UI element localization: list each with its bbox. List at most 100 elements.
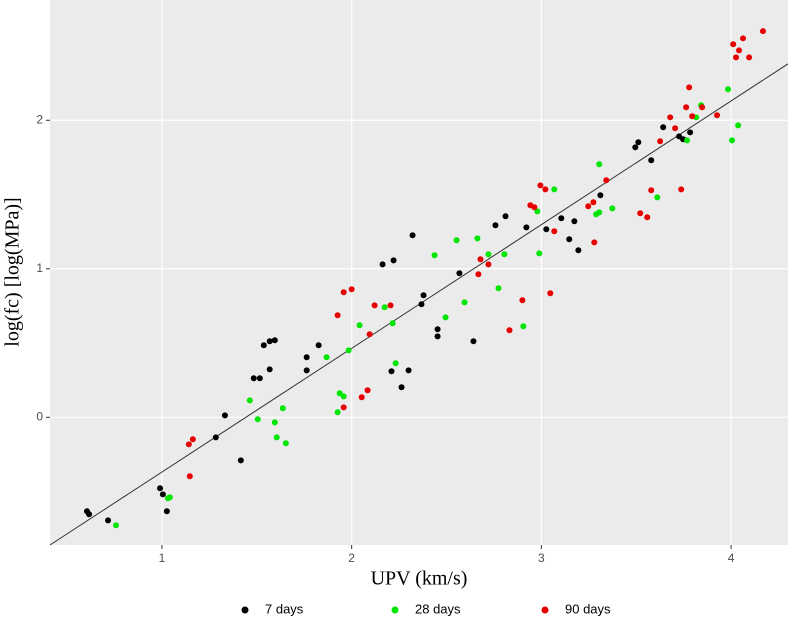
point	[689, 113, 696, 120]
x-tick-label: 1	[159, 551, 166, 565]
point	[340, 404, 347, 411]
point	[566, 236, 573, 243]
x-tick-label: 2	[348, 551, 355, 565]
point	[221, 412, 228, 419]
point	[113, 522, 120, 529]
point	[334, 312, 341, 319]
point	[453, 237, 460, 244]
point	[340, 289, 347, 296]
legend-marker	[541, 606, 549, 614]
point	[250, 375, 257, 382]
point	[381, 304, 388, 311]
point	[714, 112, 721, 119]
point	[687, 129, 694, 136]
point	[725, 86, 732, 93]
point	[431, 252, 438, 259]
point	[542, 186, 549, 193]
point	[537, 182, 544, 189]
point	[591, 239, 598, 246]
point	[644, 214, 651, 221]
point	[456, 270, 463, 277]
point	[536, 250, 543, 257]
point	[260, 342, 267, 349]
point	[736, 47, 743, 54]
point	[418, 301, 425, 308]
point	[434, 333, 441, 340]
point	[519, 297, 526, 304]
legend-marker	[241, 606, 249, 614]
point	[388, 368, 395, 375]
point	[667, 114, 674, 121]
point	[672, 125, 679, 132]
point	[371, 302, 378, 309]
point	[531, 204, 538, 211]
point	[492, 222, 499, 229]
point	[303, 367, 310, 374]
legend-label: 28 days	[415, 601, 461, 616]
point	[315, 342, 322, 349]
point	[405, 367, 412, 374]
point	[477, 256, 484, 263]
point	[461, 299, 468, 306]
point	[683, 104, 690, 111]
point	[660, 124, 667, 131]
point	[389, 320, 396, 327]
point	[86, 511, 93, 518]
point	[684, 137, 691, 144]
point	[237, 457, 244, 464]
point	[657, 138, 664, 145]
legend-label: 7 days	[265, 601, 304, 616]
point	[648, 157, 655, 164]
point	[575, 247, 582, 254]
point	[256, 375, 263, 382]
point	[334, 409, 341, 416]
point	[358, 394, 365, 401]
y-tick-label: 2	[36, 112, 43, 126]
point	[547, 290, 554, 297]
point	[730, 41, 737, 48]
point	[475, 271, 482, 278]
point	[735, 122, 742, 129]
point	[163, 508, 170, 515]
point	[105, 517, 112, 524]
point	[420, 292, 427, 299]
x-axis-title: UPV (km/s)	[371, 568, 468, 590]
point	[442, 314, 449, 321]
point	[398, 384, 405, 391]
point	[282, 440, 289, 447]
point	[323, 354, 330, 361]
point	[502, 213, 509, 220]
point	[246, 397, 253, 404]
y-axis-title: log(fc) [log(MPa)]	[2, 197, 24, 346]
point	[387, 302, 394, 309]
x-tick-label: 3	[538, 551, 545, 565]
point	[212, 434, 219, 441]
point	[543, 226, 550, 233]
point	[271, 337, 278, 344]
point	[648, 187, 655, 194]
point	[474, 235, 481, 242]
point	[506, 327, 513, 334]
point	[485, 251, 492, 258]
point	[678, 186, 685, 193]
point	[390, 257, 397, 264]
point	[551, 228, 558, 235]
point	[392, 360, 399, 367]
point	[558, 215, 565, 222]
point	[571, 218, 578, 225]
point	[166, 494, 173, 501]
point	[551, 186, 558, 193]
y-tick-label: 0	[36, 409, 43, 423]
point	[740, 35, 747, 42]
point	[364, 387, 371, 394]
point	[590, 199, 597, 206]
point	[501, 251, 508, 258]
point	[596, 209, 603, 216]
legend-label: 90 days	[565, 601, 611, 616]
point	[609, 205, 616, 212]
point	[637, 210, 644, 217]
point	[523, 224, 530, 231]
point	[185, 441, 192, 448]
point	[597, 192, 604, 199]
